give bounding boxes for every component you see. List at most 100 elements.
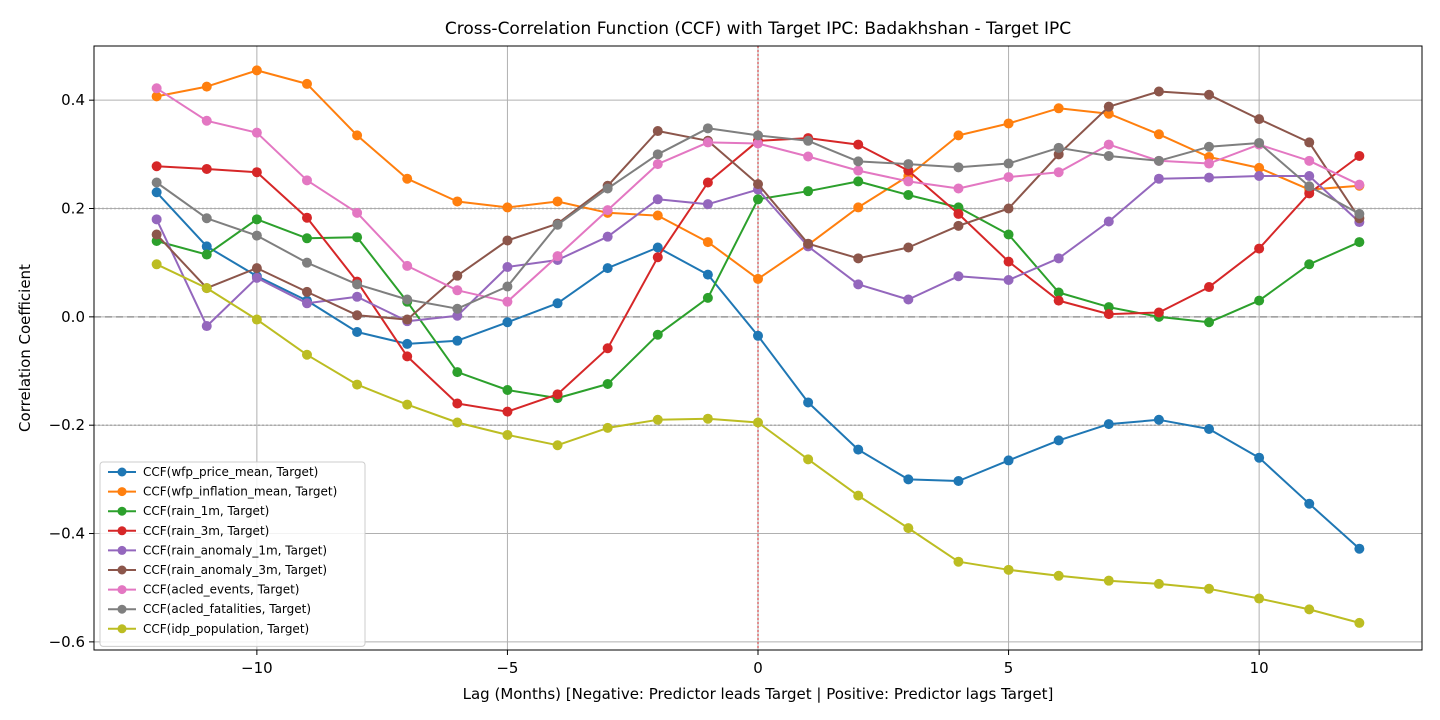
data-point (1053, 570, 1064, 581)
data-point (251, 214, 262, 225)
x-tick-label: 0 (753, 659, 763, 677)
data-point (853, 176, 864, 187)
data-point (1103, 575, 1114, 586)
data-point (652, 194, 663, 205)
data-point (1254, 295, 1265, 306)
data-point (301, 212, 312, 223)
data-point (201, 321, 212, 332)
legend-swatch-marker (117, 487, 127, 497)
data-point (702, 269, 713, 280)
data-point (151, 187, 162, 198)
data-point (301, 175, 312, 186)
data-point (251, 127, 262, 138)
data-point (1153, 307, 1164, 318)
legend-label: CCF(rain_anomaly_3m, Target) (143, 563, 327, 577)
data-point (1204, 141, 1215, 152)
data-point (301, 233, 312, 244)
data-point (953, 271, 964, 282)
data-point (753, 179, 763, 190)
data-point (452, 398, 463, 409)
y-tick-label: −0.6 (49, 633, 85, 651)
data-point (853, 444, 864, 455)
data-point (903, 474, 914, 485)
data-point (452, 196, 463, 207)
data-point (452, 310, 463, 321)
data-point (1153, 578, 1164, 589)
data-point (652, 159, 663, 170)
data-point (853, 490, 864, 501)
data-point (452, 417, 463, 428)
data-point (602, 231, 613, 242)
data-point (201, 81, 212, 92)
data-point (953, 162, 964, 173)
data-point (1254, 593, 1265, 604)
x-tick-label: −5 (496, 659, 518, 677)
data-point (251, 314, 262, 325)
data-point (1053, 287, 1064, 298)
data-point (552, 298, 563, 309)
legend-swatch-marker (117, 526, 127, 536)
data-point (903, 159, 914, 170)
data-point (1304, 259, 1315, 270)
data-point (502, 317, 513, 328)
data-point (502, 235, 513, 246)
data-point (1204, 158, 1215, 169)
data-point (301, 286, 312, 297)
data-point (853, 202, 864, 213)
y-tick-label: −0.2 (49, 416, 85, 434)
data-point (201, 213, 212, 224)
data-point (803, 454, 814, 465)
data-point (903, 176, 914, 187)
data-point (502, 296, 513, 307)
data-point (602, 422, 613, 433)
data-point (452, 303, 463, 314)
data-point (301, 349, 312, 360)
legend-box (99, 461, 366, 647)
data-point (552, 196, 563, 207)
data-point (151, 177, 162, 188)
data-point (352, 232, 363, 243)
legend-label: CCF(rain_1m, Target) (143, 504, 269, 518)
data-point (953, 208, 964, 219)
data-point (151, 83, 162, 94)
data-point (1254, 114, 1265, 125)
y-axis-label: Correlation Coefficient (16, 264, 34, 432)
data-point (602, 205, 613, 216)
data-point (151, 161, 162, 172)
data-point (402, 338, 413, 349)
data-point (452, 335, 463, 346)
data-point (903, 523, 914, 534)
data-point (402, 294, 413, 305)
data-point (903, 189, 914, 200)
data-point (151, 259, 162, 270)
data-point (652, 252, 663, 263)
data-point (1103, 108, 1114, 119)
data-point (1053, 253, 1064, 264)
x-tick-label: −10 (241, 659, 273, 677)
data-point (1103, 419, 1114, 430)
data-point (853, 165, 864, 176)
data-point (953, 183, 964, 194)
data-point (1103, 309, 1114, 320)
data-point (702, 177, 713, 188)
data-point (853, 253, 864, 264)
data-point (652, 210, 663, 221)
series-7 (151, 123, 1365, 314)
data-point (151, 229, 162, 240)
data-point (1304, 604, 1315, 615)
data-point (402, 260, 413, 271)
chart-title: Cross-Correlation Function (CCF) with Ta… (445, 19, 1071, 39)
legend: CCF(wfp_price_mean, Target) CCF(wfp_infla… (99, 461, 366, 647)
data-point (251, 263, 262, 274)
data-point (1354, 179, 1365, 190)
data-point (1153, 155, 1164, 166)
x-tick-label: 10 (1250, 659, 1269, 677)
data-point (1254, 171, 1265, 182)
data-point (953, 220, 964, 231)
data-point (552, 251, 563, 262)
data-point (1003, 455, 1014, 466)
data-point (702, 137, 713, 148)
data-point (903, 294, 914, 305)
data-point (652, 242, 663, 253)
